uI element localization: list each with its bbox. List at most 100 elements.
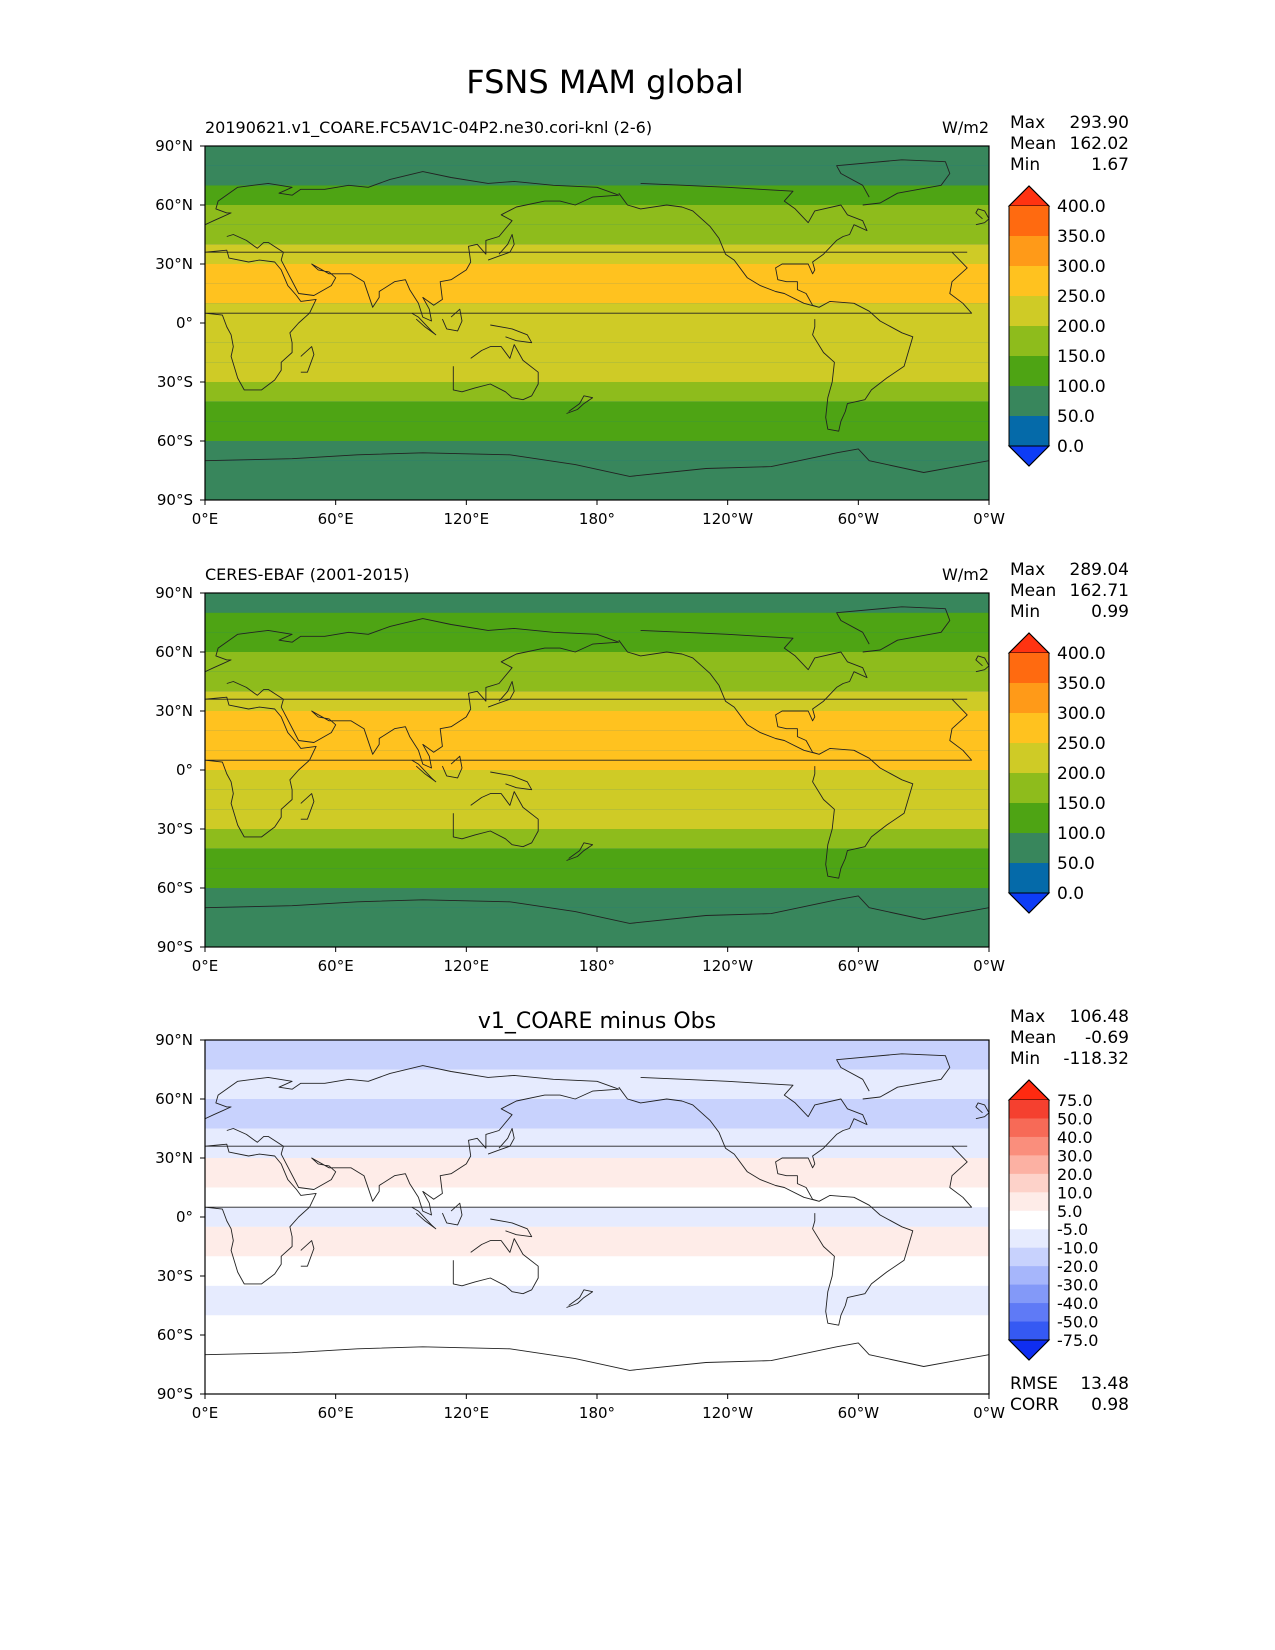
x-tick-label: 0°E [192,957,219,975]
map-area [205,146,989,500]
stat-mean-label: Mean [1010,1028,1056,1048]
colorbar-segment [1009,1266,1049,1286]
x-tick-label: 0°E [192,510,219,528]
zonal-band [205,283,989,304]
x-tick-label: 120°W [702,510,753,528]
colorbar-label: 250.0 [1057,734,1106,754]
stat-rmse-value: 13.48 [1080,1374,1129,1394]
stat-mean-label: Mean [1010,134,1056,154]
y-tick-label: 30°S [157,373,193,391]
zonal-band [205,593,989,613]
coastline [300,793,315,820]
x-tick-label: 120°E [444,510,490,528]
y-tick-label: 0° [176,761,193,779]
zonal-band [205,1040,989,1070]
colorbar-segment [1009,683,1049,714]
map-area [205,593,989,947]
panel-units: W/m2 [942,118,989,137]
coastline [441,755,463,779]
coastline [836,606,951,653]
colorbar-label: 250.0 [1057,287,1106,307]
panel-title: 20190621.v1_COARE.FC5AV1C-04P2.ne30.cori… [205,118,652,138]
coastline [618,1076,868,1202]
colorbar-label: 50.0 [1057,854,1095,874]
y-tick-label: 60°S [157,879,193,897]
panel-title: v1_COARE minus Obs [478,1009,716,1034]
coastline [441,1202,463,1226]
zonal-band [205,264,989,284]
colorbar-label: -40.0 [1057,1294,1098,1313]
colorbar-segment [1009,833,1049,864]
zonal-band [205,1128,989,1158]
colorbar-label: 350.0 [1057,674,1106,694]
x-tick-label: 0°W [973,1404,1005,1422]
colorbar-segment [1009,1210,1049,1230]
x-tick-label: 120°W [702,1404,753,1422]
coastline [441,308,463,332]
coastline [205,1143,973,1285]
zonal-bands [205,1040,989,1394]
coastline [411,312,437,336]
x-tick-label: 180° [579,1404,615,1422]
colorbar-label: 400.0 [1057,644,1106,664]
coastline [205,1342,989,1371]
colorbar-segment [1009,386,1049,417]
colorbar-label: 30.0 [1057,1146,1093,1165]
y-tick-label: 30°N [155,702,193,720]
zonal-band [205,441,989,461]
colorbar: 400.0 350.0 300.0 250.0 200.0 150.0 100.0 50.0 0… [1007,185,1106,467]
coastline [812,300,914,432]
stat-min-value: -118.32 [1063,1049,1129,1069]
y-tick-label: 90°N [155,584,193,602]
coastline [452,791,539,848]
zonal-band [205,809,989,829]
zonal-band [205,1207,989,1227]
stat-corr-label: CORR [1010,1395,1059,1415]
colorbar-outline [1008,185,1050,467]
zonal-band [205,730,989,751]
figure-title: FSNS MAM global [466,63,743,101]
y-tick-label: 30°S [157,1267,193,1285]
colorbar-label: 350.0 [1057,227,1106,247]
zonal-band [205,612,989,633]
colorbar-label: 50.0 [1057,407,1095,427]
x-tick-label: 60°W [838,510,880,528]
stat-mean-label: Mean [1010,581,1056,601]
x-tick-label: 120°E [444,957,490,975]
colorbar-label: 40.0 [1057,1128,1093,1147]
zonal-band [205,632,989,652]
colorbar-segment [1009,1155,1049,1175]
colorbar: 400.0 350.0 300.0 250.0 200.0 150.0 100.0 50.0 0… [1007,632,1106,914]
colorbar-segment [1009,1321,1049,1341]
coastline [205,249,973,391]
colorbar-extend-min [1007,1339,1051,1361]
stat-min-label: Min [1010,1049,1040,1069]
stat-max-label: Max [1010,1007,1045,1027]
y-tick-label: 30°S [157,820,193,838]
y-tick-label: 30°N [155,255,193,273]
y-tick-label: 90°N [155,137,193,155]
zonal-band [205,185,989,205]
y-tick-label: 60°N [155,1090,193,1108]
zonal-bands [205,146,989,500]
y-tick-label: 60°S [157,432,193,450]
coastline [452,344,539,401]
coastline [618,182,868,308]
colorbar-label: -50.0 [1057,1313,1098,1332]
stats-box: Max 293.90 Mean 162.02 Min 1.67 [1010,113,1129,175]
colorbar-extend-min [1007,892,1051,914]
panel-obs: CERES-EBAF (2001-2015) W/m2 0°E 60°E 120°E… [155,560,1129,975]
panel-title: CERES-EBAF (2001-2015) [205,565,409,584]
stat-max-label: Max [1010,113,1045,133]
zonal-band [205,1069,989,1099]
y-tick-label: 60°N [155,196,193,214]
coastline [411,759,437,783]
colorbar-label: 100.0 [1057,824,1106,844]
colorbar-outline [1008,1079,1050,1361]
zonal-band [205,205,989,225]
y-tick-label: 90°N [155,1031,193,1049]
coastline [566,842,594,861]
colorbar-segment [1009,1247,1049,1267]
stat-min-value: 0.99 [1091,602,1129,622]
coastline [205,171,620,322]
